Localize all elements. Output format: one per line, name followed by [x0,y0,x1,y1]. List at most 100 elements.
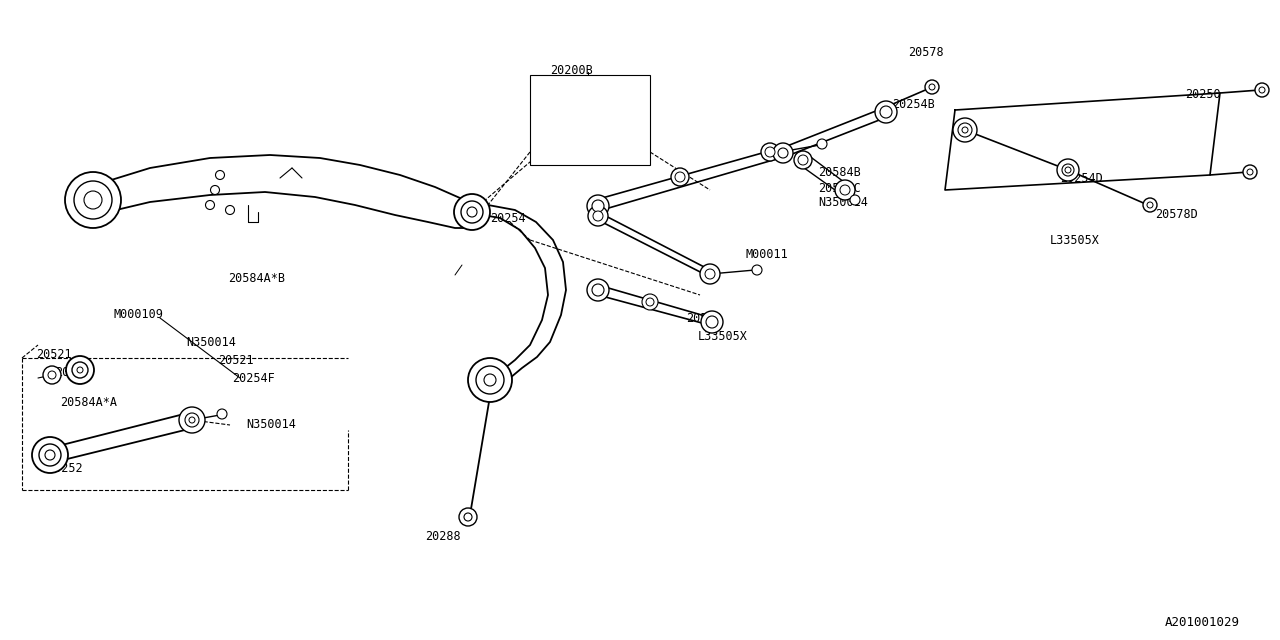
Circle shape [179,407,205,433]
Text: 20578: 20578 [908,45,943,58]
Circle shape [925,80,940,94]
Text: 20584A*A: 20584A*A [60,397,116,410]
Text: L33505X: L33505X [698,330,748,344]
Circle shape [593,211,603,221]
Circle shape [461,201,483,223]
Circle shape [84,191,102,209]
Text: 20568: 20568 [686,312,722,324]
Text: 20288: 20288 [425,531,461,543]
Text: 20254D: 20254D [1060,172,1103,184]
Circle shape [1143,198,1157,212]
Text: N350014: N350014 [246,419,296,431]
Polygon shape [945,93,1220,190]
Circle shape [206,200,215,209]
Text: N350014: N350014 [818,196,868,209]
Circle shape [797,155,808,165]
Circle shape [671,168,689,186]
Circle shape [591,284,604,296]
Circle shape [643,294,658,310]
Text: 20521: 20521 [218,353,253,367]
Polygon shape [95,155,472,228]
Text: 20521: 20521 [36,349,72,362]
Circle shape [77,367,83,373]
Circle shape [850,195,860,205]
Text: 20252: 20252 [47,461,83,474]
Circle shape [38,444,61,466]
Circle shape [225,205,234,214]
Circle shape [484,374,497,386]
Text: M000109: M000109 [113,308,163,321]
Circle shape [189,417,195,423]
Text: 20578D: 20578D [1155,209,1198,221]
Circle shape [215,170,224,179]
Circle shape [467,207,477,217]
Text: 20254C: 20254C [563,131,605,145]
Circle shape [773,143,794,163]
Circle shape [67,356,93,384]
Text: 20584C: 20584C [818,182,860,195]
Circle shape [963,127,968,133]
Text: A201001029: A201001029 [1165,616,1240,628]
Circle shape [44,366,61,384]
Circle shape [765,147,774,157]
Circle shape [65,172,122,228]
Circle shape [49,371,56,379]
Circle shape [186,413,198,427]
Circle shape [835,180,855,200]
Text: 20200B: 20200B [550,63,593,77]
Circle shape [700,264,719,284]
Text: 20584B: 20584B [818,166,860,179]
Circle shape [476,366,504,394]
Circle shape [817,139,827,149]
Polygon shape [472,205,488,228]
Circle shape [72,362,88,378]
Circle shape [753,265,762,275]
Circle shape [1147,202,1153,208]
Circle shape [646,298,654,306]
Circle shape [954,118,977,142]
Text: 20254B: 20254B [892,99,934,111]
Circle shape [588,206,608,226]
Circle shape [74,181,113,219]
Circle shape [876,101,897,123]
Circle shape [218,409,227,419]
Circle shape [1065,167,1071,173]
Circle shape [465,513,472,521]
Circle shape [929,84,934,90]
Polygon shape [472,205,566,382]
Text: 20568: 20568 [55,365,91,378]
Circle shape [762,143,780,161]
Circle shape [840,185,850,195]
Circle shape [778,148,788,158]
Text: M00011: M00011 [745,248,787,262]
Circle shape [675,172,685,182]
Circle shape [881,106,892,118]
Circle shape [1057,159,1079,181]
Text: L33505X: L33505X [1050,234,1100,246]
Circle shape [707,316,718,328]
Circle shape [454,194,490,230]
Circle shape [705,269,716,279]
Circle shape [32,437,68,473]
Circle shape [588,279,609,301]
Circle shape [1260,87,1265,93]
Circle shape [210,186,219,195]
Text: 20254: 20254 [490,211,526,225]
Bar [530,75,650,165]
Circle shape [701,311,723,333]
Circle shape [957,123,972,137]
Text: 20254F: 20254F [232,371,275,385]
Text: 20250: 20250 [1185,88,1221,102]
Circle shape [460,508,477,526]
Circle shape [1247,169,1253,175]
Circle shape [468,358,512,402]
Circle shape [1062,164,1074,176]
Text: 20584A*B: 20584A*B [228,271,285,285]
Circle shape [1254,83,1268,97]
Text: N350014: N350014 [186,335,236,349]
Circle shape [591,200,604,212]
Circle shape [45,450,55,460]
Circle shape [1243,165,1257,179]
Circle shape [588,195,609,217]
Circle shape [794,151,812,169]
